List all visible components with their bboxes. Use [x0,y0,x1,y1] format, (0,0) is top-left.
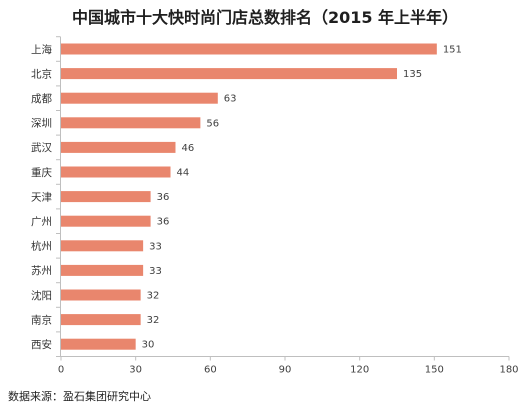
bar-7 [61,215,151,227]
value-label-4: 46 [181,143,194,154]
value-label-5: 44 [177,168,190,179]
bar-3 [61,117,201,129]
bar-8 [61,240,144,252]
category-label-9: 苏州 [31,264,52,277]
category-label-4: 武汉 [31,141,52,154]
value-label-0: 151 [443,45,462,56]
category-label-11: 南京 [31,313,52,326]
x-tick-label-0: 0 [58,365,64,376]
bar-2 [61,92,218,104]
category-label-0: 上海 [31,43,52,56]
value-label-2: 63 [224,94,237,105]
value-label-7: 36 [157,217,170,228]
value-label-3: 56 [206,118,219,129]
value-label-11: 32 [147,315,160,326]
bar-1 [61,68,397,80]
x-tick-label-1: 30 [129,365,142,376]
x-tick-label-2: 60 [204,365,217,376]
bar-0 [61,43,437,55]
category-label-8: 杭州 [31,240,52,253]
x-tick-label-5: 150 [425,365,444,376]
x-tick-label-4: 120 [350,365,369,376]
category-label-2: 成都 [31,93,52,105]
bar-5 [61,166,171,178]
category-label-12: 西安 [31,338,52,351]
category-label-6: 天津 [31,191,52,203]
category-label-5: 重庆 [31,166,52,179]
bar-11 [61,314,141,326]
value-label-8: 33 [149,241,162,252]
chart-title: 中国城市十大快时尚门店总数排名（2015 年上半年） [71,8,459,27]
x-tick-label-6: 180 [499,365,518,376]
value-label-12: 30 [142,340,155,351]
bar-10 [61,289,141,301]
value-label-9: 33 [149,266,162,277]
category-label-1: 北京 [31,67,52,80]
category-label-3: 深圳 [31,118,52,130]
bar-4 [61,141,176,153]
category-label-10: 沈阳 [31,289,52,302]
bar-9 [61,264,144,276]
category-label-7: 广州 [31,216,52,228]
value-label-6: 36 [157,192,170,203]
value-label-1: 135 [403,69,422,80]
value-label-10: 32 [147,291,160,302]
bar-6 [61,191,151,203]
bar-12 [61,338,136,350]
data-source-note: 数据来源：盈石集团研究中心 [8,390,151,403]
x-tick-label-3: 90 [279,365,292,376]
